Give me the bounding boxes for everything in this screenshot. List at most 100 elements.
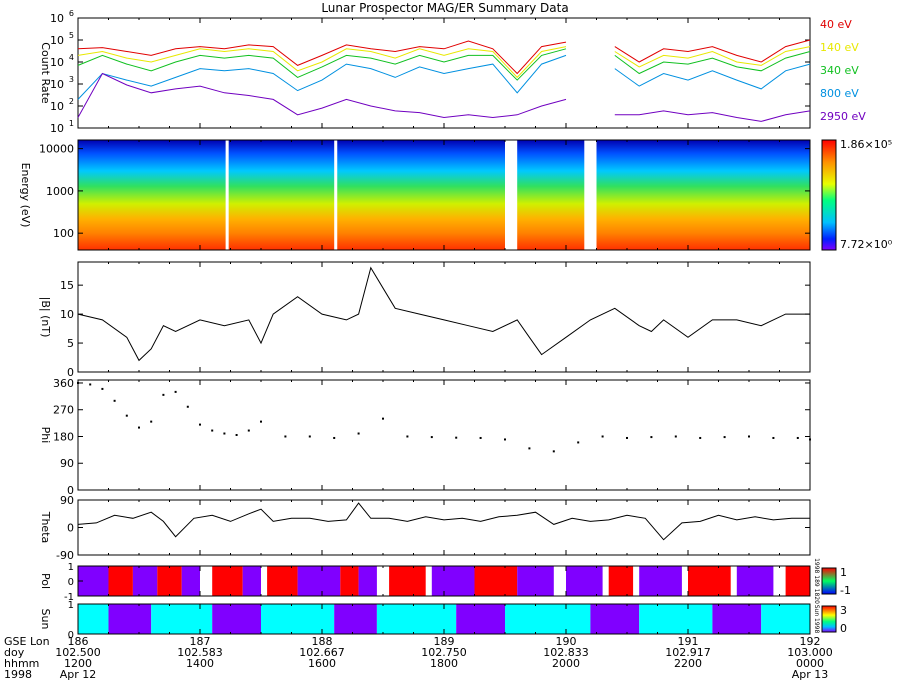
pol-segment <box>639 566 682 596</box>
pol-segment <box>785 566 810 596</box>
y-tick-label: 90 <box>60 457 74 470</box>
panel-frame <box>77 379 811 491</box>
x-tick-lon: 188 <box>312 635 333 648</box>
pol-colorbar-tick: -1 <box>840 584 851 597</box>
pol-segment <box>242 566 261 596</box>
series-line <box>614 51 811 75</box>
legend-entry: 40 eV <box>820 18 852 31</box>
bmag-ylabel: |B| (nT) <box>39 297 52 338</box>
phi-point <box>382 417 384 420</box>
sun-segment <box>108 604 152 634</box>
y-tick-label: 15 <box>60 279 74 292</box>
phi-point <box>199 423 201 426</box>
data-gap <box>334 140 338 250</box>
sun-segment <box>78 604 109 634</box>
pol-segment <box>736 566 774 596</box>
y-tick-label: 360 <box>53 377 74 390</box>
y-tick-label: 1000 <box>46 185 74 198</box>
pol-segment <box>108 566 133 596</box>
energy-ylabel: Energy (eV) <box>19 163 32 228</box>
phi-point <box>406 435 409 438</box>
x-tick-hhmm: 2200 <box>674 657 702 670</box>
sun-colorbar <box>821 605 837 633</box>
y-tick-exponent: 2 <box>69 97 74 106</box>
sun-segment <box>212 604 261 634</box>
series-line <box>77 46 567 79</box>
phi-point <box>186 405 189 408</box>
x-tick-hhmm: 1800 <box>430 657 458 670</box>
sun-segment <box>334 604 377 634</box>
y-tick-label: 10 <box>50 100 64 113</box>
y-tick-label: 10 <box>50 12 64 25</box>
x-tick-lon: 190 <box>556 635 577 648</box>
phi-point <box>748 435 750 438</box>
phi-point <box>101 387 104 390</box>
series-line <box>614 110 811 122</box>
phi-point <box>674 435 677 438</box>
series-line <box>77 54 567 100</box>
spectrogram-image <box>78 140 810 250</box>
sun-panel: 0 1 Sun Sun 1998 3 0 <box>39 600 847 641</box>
phi-point <box>138 426 140 429</box>
y-tick-label: 0 <box>67 522 74 535</box>
y-tick-label: 5 <box>67 337 74 350</box>
x-tick-hhmm: 1600 <box>308 657 336 670</box>
sun-segment <box>456 604 505 634</box>
data-gap <box>505 140 518 250</box>
x-row-label: doy <box>4 646 25 659</box>
x-tick-hhmm: 1400 <box>186 657 214 670</box>
x-tick-hhmm: 0000 <box>796 657 824 670</box>
colorbar-max-label: 1.86×10⁵ <box>840 138 892 151</box>
phi-point <box>577 441 580 444</box>
phi-point <box>626 436 628 439</box>
x-tick-doy: 102.500 <box>55 646 101 659</box>
phi-point <box>113 399 116 402</box>
pol-segment <box>212 566 243 596</box>
y-tick-label: 10 <box>60 308 74 321</box>
sun-segment <box>639 604 713 634</box>
x-tick-hhmm: 1200 <box>64 657 92 670</box>
phi-point <box>308 435 311 438</box>
phi-point <box>772 436 775 439</box>
panel-frame <box>77 261 811 373</box>
y-tick-label: 0 <box>67 484 74 497</box>
sun-segment <box>151 604 213 634</box>
pol-segment <box>358 566 377 596</box>
legend-entry: 340 eV <box>820 64 859 77</box>
phi-ylabel: Phi <box>39 427 52 444</box>
phi-point <box>162 393 165 396</box>
phi-point <box>211 429 214 432</box>
y-tick-label: 10 <box>50 78 64 91</box>
pol-panel: -1 0 1 Pol 1998 189 1820 1 -1 <box>39 558 851 604</box>
phi-point <box>479 436 482 439</box>
x-row-label: hhmm <box>4 657 39 670</box>
sun-colorbar-tick: 0 <box>840 622 847 635</box>
phi-point <box>504 438 506 441</box>
pol-segment <box>517 566 554 596</box>
pol-colorbar-tick: 1 <box>840 566 847 579</box>
phi-point <box>809 438 811 441</box>
colorbar-min-label: 7.72×10⁰ <box>840 238 893 251</box>
y-tick-exponent: 4 <box>69 53 74 62</box>
bmag-panel: 0 5 10 15 |B| (nT) <box>39 261 811 379</box>
y-tick-label: 0 <box>67 366 74 379</box>
y-tick-exponent: 5 <box>69 31 74 40</box>
x-tick-lon: 189 <box>434 635 455 648</box>
phi-point <box>174 390 177 393</box>
y-tick-label: 0 <box>68 630 74 641</box>
series-line <box>77 72 567 119</box>
phi-point <box>357 432 360 435</box>
legend-entry: 2950 eV <box>820 110 866 123</box>
sun-segment <box>505 604 591 634</box>
phi-point <box>247 429 250 432</box>
x-tick-lon: 192 <box>800 635 821 648</box>
pol-segment <box>566 566 603 596</box>
y-tick-exponent: 6 <box>69 9 74 18</box>
pol-segment <box>608 566 634 596</box>
chart-title: Lunar Prospector MAG/ER Summary Data <box>321 1 568 15</box>
series-line <box>614 46 811 68</box>
energy-spectrogram-panel: 10000 1000 100 Energy (eV) 1.86×10⁵ 7.72×10⁰ <box>19 138 893 251</box>
phi-point <box>77 381 79 384</box>
y-tick-label: -90 <box>56 549 74 562</box>
